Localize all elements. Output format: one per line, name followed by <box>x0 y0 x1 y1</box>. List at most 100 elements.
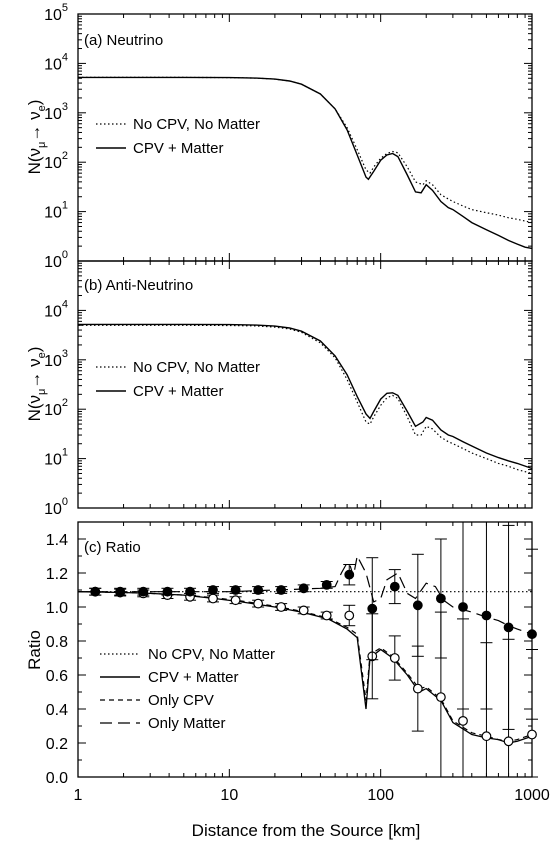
filled-marker <box>138 586 149 597</box>
svg-text:N(νμ→ νe): N(νμ→ νe) <box>25 100 48 175</box>
open-marker <box>503 736 514 747</box>
anti-neutrino-ylabel-arrow: → ν <box>25 358 44 388</box>
x-tick-label: 1 <box>74 787 83 804</box>
anti-neutrino-legend-label: No CPV, No Matter <box>133 359 260 376</box>
ratio-legend-label: CPV + Matter <box>148 669 238 686</box>
panel-anti-neutrino-frame <box>77 260 533 509</box>
ratio-legend: No CPV, No Matter CPV + Matter Only CPV Onl… <box>100 646 275 732</box>
neutrino-y-tick-label: 102 <box>44 150 68 172</box>
open-marker <box>298 605 309 616</box>
open-marker <box>321 610 332 621</box>
ratio-y-tick-label: 1.4 <box>46 532 68 549</box>
ratio-y-tick-label: 0.4 <box>46 702 68 719</box>
anti-neutrino-y-tick-label: 102 <box>44 397 68 419</box>
anti-neutrino-ylabel-sub1: μ <box>36 389 48 395</box>
anti-neutrino-legend: No CPV, No Matter CPV + Matter <box>96 359 260 400</box>
ratio-y-tick-label: 0.6 <box>46 668 68 685</box>
ratio-y-tick-label: 0.0 <box>46 770 68 787</box>
ratio-markers <box>89 521 538 778</box>
filled-marker <box>389 581 400 592</box>
x-tick-label: 1000 <box>514 787 550 804</box>
neutrino-y-tick-label: 105 <box>44 2 68 24</box>
ratio-y-tick-label: 0.8 <box>46 634 68 651</box>
open-marker <box>276 602 287 612</box>
neutrino-ylabel-main: N(ν <box>25 148 44 174</box>
panel-ratio-label: (c) Ratio <box>84 539 141 556</box>
anti-neutrino-y-tick-label: 103 <box>44 348 68 370</box>
filled-marker <box>115 586 126 597</box>
anti-neutrino-y-tick-label: 101 <box>44 447 68 469</box>
neutrino-ylabel-close: ) <box>25 100 44 106</box>
filled-marker <box>90 586 101 597</box>
filled-marker <box>503 622 514 633</box>
ratio-y-tick-label: 1.2 <box>46 566 68 583</box>
anti-neutrino-y-tick-label: 104 <box>44 298 68 320</box>
filled-marker <box>458 602 468 612</box>
filled-marker <box>412 600 423 611</box>
filled-marker <box>276 585 287 595</box>
open-marker <box>458 716 468 726</box>
filled-marker <box>344 569 355 580</box>
anti-neutrino-series <box>78 323 533 475</box>
neutrino-y-tick-label: 100 <box>44 249 68 271</box>
neutrino-ticks: 100 101 102 103 104 105 <box>44 2 532 271</box>
ratio-ticks: 1 10 100 1000 0.0 0.2 0.4 0.6 0.8 1.0 1.2 1.4 <box>46 521 550 804</box>
filled-marker <box>253 585 264 595</box>
open-marker <box>208 593 218 604</box>
anti-neutrino-y-tick-label: 100 <box>44 496 68 518</box>
ratio-legend-label: No CPV, No Matter <box>148 646 275 663</box>
panel-anti-neutrino-label: (b) Anti-Neutrino <box>84 277 193 294</box>
filled-marker <box>298 583 309 594</box>
neutrino-series-no-cpv-no-matter <box>78 76 533 224</box>
open-marker <box>412 683 423 694</box>
anti-neutrino-ylabel-main: N(ν <box>25 395 44 421</box>
neutrino-ylabel-sub1: μ <box>36 142 48 148</box>
filled-marker <box>435 593 446 604</box>
panel-anti-neutrino: (b) Anti-Neutrino N(νμ→ νe) No CPV, No M… <box>25 260 533 518</box>
filled-marker <box>481 610 492 621</box>
anti-neutrino-ticks: 100 101 102 103 104 <box>44 261 532 518</box>
filled-marker <box>208 585 218 595</box>
neutrino-y-tick-label: 103 <box>44 101 68 123</box>
x-tick-label: 100 <box>367 787 394 804</box>
filled-marker <box>527 629 537 640</box>
neutrino-legend-label: No CPV, No Matter <box>133 116 260 133</box>
filled-marker <box>367 603 378 614</box>
anti-neutrino-legend-label: CPV + Matter <box>133 383 223 400</box>
neutrino-legend: No CPV, No Matter CPV + Matter <box>96 116 260 157</box>
ratio-y-tick-label: 1.0 <box>46 600 68 617</box>
anti-neutrino-series-cpv-matter <box>78 323 533 470</box>
neutrino-y-tick-label: 104 <box>44 51 68 73</box>
open-marker <box>481 731 492 742</box>
neutrino-y-axis-label: N(νμ→ νe) <box>25 100 48 175</box>
open-marker <box>253 598 264 609</box>
filled-marker <box>185 586 195 597</box>
ratio-series-only-matter <box>78 554 533 635</box>
ratio-y-axis-label: Ratio <box>25 630 44 670</box>
ratio-legend-label: Only Matter <box>148 715 226 732</box>
panel-neutrino: (a) Neutrino N(νμ→ νe) No CPV, No Matter… <box>25 2 533 271</box>
svg-text:N(νμ→ νe): N(νμ→ νe) <box>25 347 48 422</box>
filled-marker <box>230 585 241 595</box>
open-marker <box>389 653 400 663</box>
neutrino-ylabel-sub2: e <box>36 105 48 111</box>
panel-ratio-frame <box>77 521 533 778</box>
neutrino-y-tick-label: 101 <box>44 200 68 222</box>
filled-marker <box>162 586 173 597</box>
ratio-y-tick-label: 0.2 <box>46 736 68 753</box>
filled-marker <box>321 580 332 590</box>
anti-neutrino-ylabel-close: ) <box>25 347 44 353</box>
open-marker <box>230 595 241 606</box>
anti-neutrino-ylabel-sub2: e <box>36 352 48 358</box>
open-marker <box>435 692 446 702</box>
neutrino-series-cpv-matter <box>78 76 533 250</box>
panel-neutrino-label: (a) Neutrino <box>84 32 163 49</box>
neutrino-series <box>78 76 533 250</box>
anti-neutrino-y-axis-label: N(νμ→ νe) <box>25 347 48 422</box>
panel-ratio: (c) Ratio Ratio Distance from the Source… <box>25 521 550 840</box>
anti-neutrino-series-no-cpv-no-matter <box>78 324 533 475</box>
ratio-legend-label: Only CPV <box>148 692 214 709</box>
x-axis-label: Distance from the Source [km] <box>192 821 421 840</box>
open-marker <box>344 610 355 621</box>
